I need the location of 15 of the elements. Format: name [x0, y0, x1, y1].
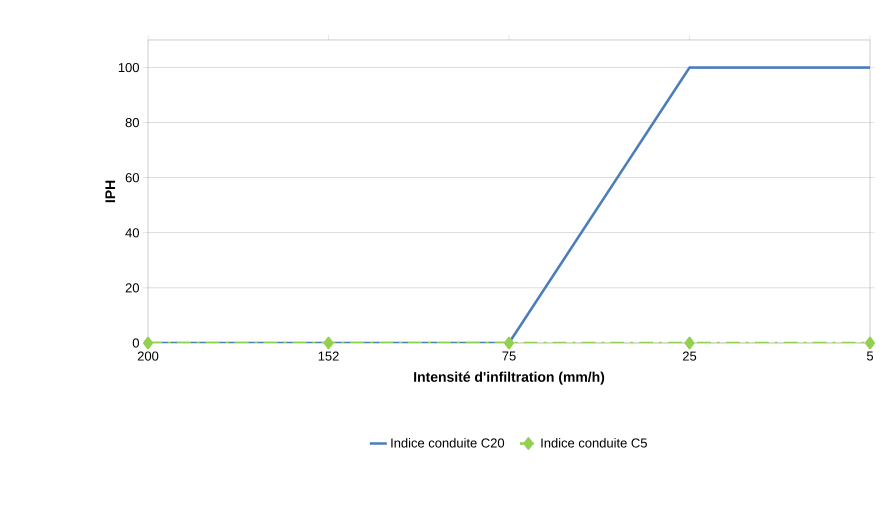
y-tick-label: 80 — [126, 118, 139, 128]
x-tick-label: 152 — [318, 352, 339, 361]
legend-label: Indice conduite C20 — [391, 438, 504, 448]
x-tick-label: 200 — [138, 352, 158, 361]
x-tick-label: 5 — [866, 352, 874, 361]
y-tick-label: 40 — [125, 228, 139, 238]
y-tick-label: 60 — [126, 173, 139, 182]
y-tick-label: 20 — [126, 283, 139, 292]
x-tick-label: 75 — [502, 352, 516, 361]
y-tick-label: 100 — [118, 62, 139, 72]
y-axis-title: IPH — [105, 180, 116, 202]
legend-label: Indice conduite C5 — [541, 438, 647, 448]
x-tick-label: 25 — [682, 352, 696, 361]
x-axis-title: Intensité d'infiltration (mm/h) — [414, 372, 604, 385]
y-tick-label: 0 — [132, 338, 139, 348]
